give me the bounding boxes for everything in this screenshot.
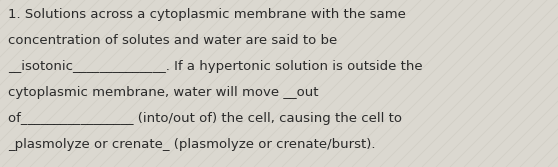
Text: __isotonic______________. If a hypertonic solution is outside the: __isotonic______________. If a hypertoni… bbox=[8, 60, 422, 73]
Text: concentration of solutes and water are said to be: concentration of solutes and water are s… bbox=[8, 34, 337, 47]
Text: 1. Solutions across a cytoplasmic membrane with the same: 1. Solutions across a cytoplasmic membra… bbox=[8, 8, 406, 21]
Text: of_________________ (into/out of) the cell, causing the cell to: of_________________ (into/out of) the ce… bbox=[8, 112, 402, 125]
Text: _plasmolyze or crenate_ (plasmolyze or crenate/burst).: _plasmolyze or crenate_ (plasmolyze or c… bbox=[8, 138, 376, 151]
Text: cytoplasmic membrane, water will move __out: cytoplasmic membrane, water will move __… bbox=[8, 86, 319, 99]
